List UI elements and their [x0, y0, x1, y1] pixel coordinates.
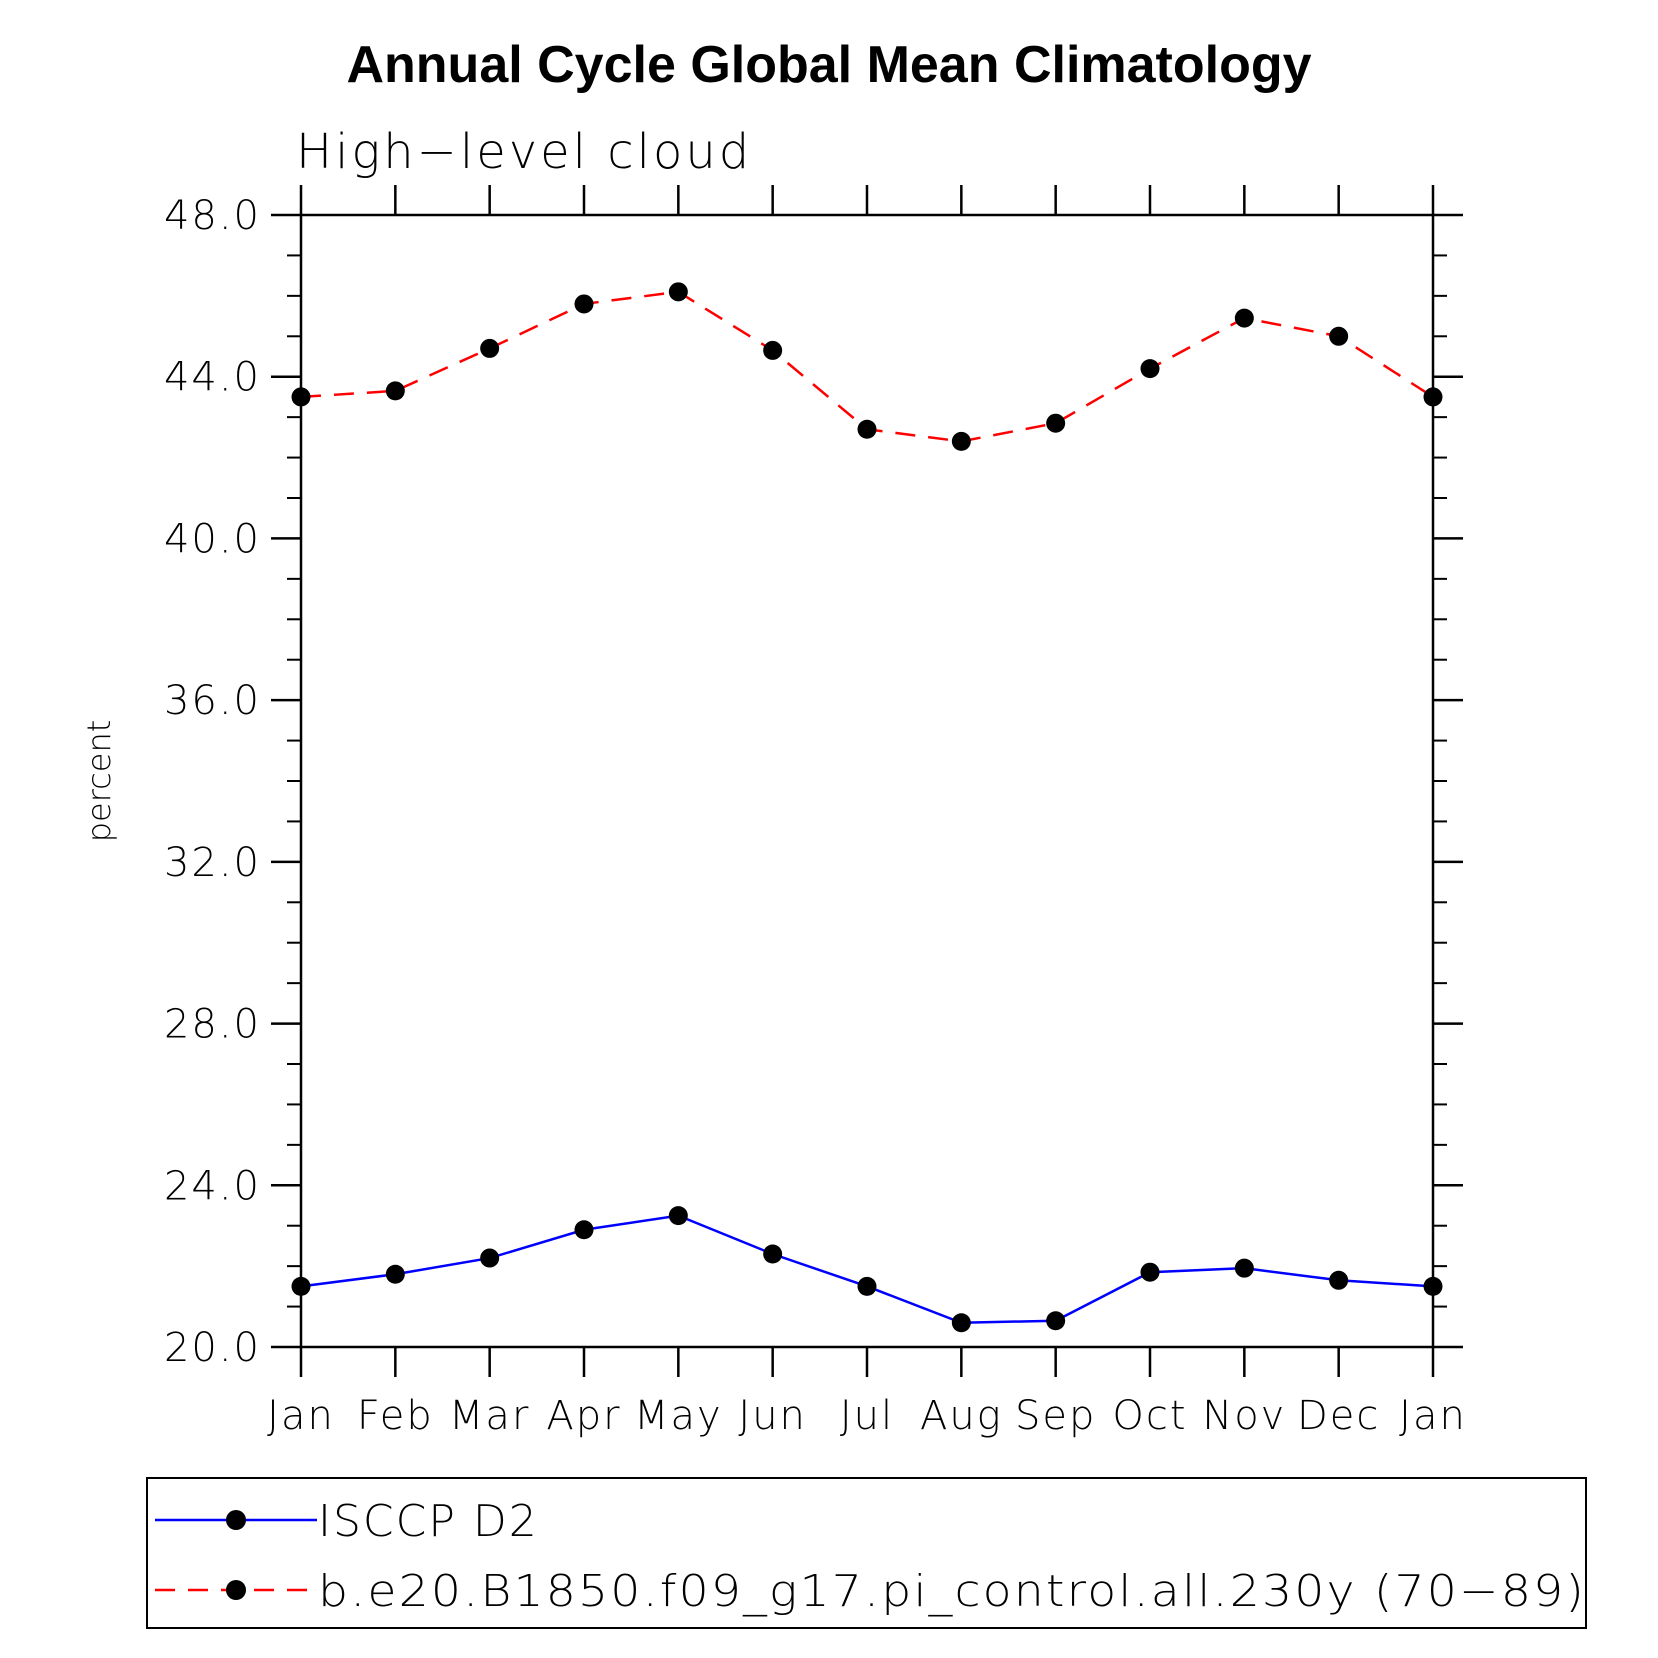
data-point — [763, 340, 783, 360]
data-point — [763, 1244, 783, 1264]
y-tick-label: 48.0 — [164, 193, 261, 239]
data-point — [385, 1264, 405, 1284]
plot-frame — [299, 213, 1435, 1349]
legend: ISCCP D2 b.e20.B1850.f09_g17.pi_control.… — [146, 1477, 1587, 1629]
data-point — [1329, 326, 1349, 346]
series-line — [300, 290, 1434, 443]
y-tick-label: 24.0 — [164, 1163, 261, 1209]
x-tick-label: Dec — [1297, 1393, 1380, 1439]
data-point — [385, 381, 405, 401]
legend-label-model: b.e20.B1850.f09_g17.pi_control.all.230y … — [318, 1566, 1586, 1617]
y-tick-label: 32.0 — [164, 840, 261, 886]
data-point — [574, 294, 594, 314]
data-point — [480, 338, 500, 358]
y-tick-label: 40.0 — [164, 516, 261, 562]
x-tick-label: Aug — [920, 1393, 1003, 1439]
x-tick-label: Jun — [738, 1393, 807, 1439]
data-point — [857, 1276, 877, 1296]
axes — [271, 185, 1463, 1377]
x-tick-label: Jan — [1399, 1393, 1467, 1439]
y-tick-label: 20.0 — [164, 1325, 261, 1371]
x-tick-label: Oct — [1112, 1393, 1187, 1439]
chart-subtitle: High−level cloud — [296, 124, 752, 180]
data-point — [1046, 1311, 1066, 1331]
data-point — [1329, 1270, 1349, 1290]
chart-title: Annual Cycle Global Mean Climatology — [346, 36, 1311, 94]
x-tick-labels: Jan Feb Mar Apr May Jun Jul Aug Sep Oct Nov Dec Jan — [267, 1393, 1467, 1439]
data-point — [480, 1248, 500, 1268]
x-tick-label: Sep — [1015, 1393, 1096, 1439]
x-tick-label: Feb — [357, 1393, 434, 1439]
series-0 — [291, 1206, 1443, 1333]
data-point — [1046, 413, 1066, 433]
legend-label-isccp: ISCCP D2 — [318, 1496, 539, 1547]
data-point — [951, 431, 971, 451]
series-line — [300, 1214, 1434, 1324]
plot-series — [291, 282, 1443, 1333]
data-point — [951, 1313, 971, 1333]
x-tick-label: May — [634, 1393, 723, 1439]
legend-box — [146, 1477, 1587, 1629]
x-tick-label: Nov — [1202, 1393, 1286, 1439]
data-point — [668, 282, 688, 302]
data-point — [668, 1206, 688, 1226]
x-tick-label: Mar — [449, 1393, 530, 1439]
data-point — [1234, 1258, 1254, 1278]
series-1 — [291, 282, 1443, 451]
data-point — [1140, 1262, 1160, 1282]
y-tick-label: 44.0 — [164, 355, 261, 401]
data-point — [1140, 359, 1160, 379]
x-tick-label: Jul — [840, 1393, 894, 1439]
y-tick-labels: 20.0 24.0 28.0 32.0 36.0 40.0 44.0 48.0 — [164, 193, 261, 1371]
y-axis-label: percent — [80, 720, 118, 843]
data-point — [857, 419, 877, 439]
x-tick-label: Apr — [546, 1393, 621, 1439]
y-tick-label: 28.0 — [164, 1002, 261, 1048]
data-point — [1234, 308, 1254, 328]
legend-marker-model — [226, 1580, 246, 1600]
y-tick-label: 36.0 — [164, 678, 261, 724]
x-tick-label: Jan — [267, 1393, 335, 1439]
legend-marker-isccp — [226, 1510, 246, 1530]
data-point — [574, 1220, 594, 1240]
